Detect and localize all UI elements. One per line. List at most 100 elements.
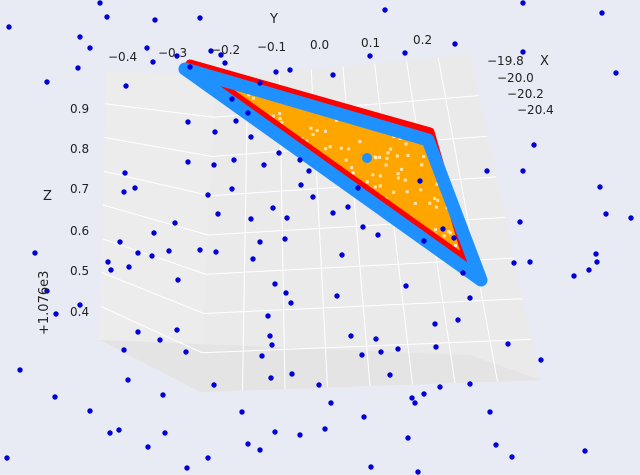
- scatter-point: [149, 253, 155, 259]
- scatter-point: [306, 168, 312, 174]
- scatter-point: [297, 432, 303, 438]
- scatter-point: [205, 455, 211, 461]
- scatter-point: [126, 264, 132, 270]
- scatter-point: [135, 250, 141, 256]
- texture-dot: [278, 117, 282, 121]
- z-tick-label: 0.5: [70, 264, 89, 278]
- texture-dot: [403, 178, 407, 182]
- x-tick-label: −20.0: [497, 71, 534, 85]
- y-tick-label: −0.1: [257, 40, 286, 54]
- scatter-point: [298, 182, 304, 188]
- z-tick-label: 0.8: [70, 142, 89, 156]
- scatter-point: [174, 327, 180, 333]
- texture-dot: [433, 197, 437, 201]
- z-tick-label: 0.7: [70, 182, 89, 196]
- scatter-point: [415, 469, 421, 475]
- scatter-point: [231, 157, 237, 163]
- scatter-point: [505, 341, 511, 347]
- scatter-point: [334, 293, 340, 299]
- scatter-point: [87, 408, 93, 414]
- scatter-point: [395, 346, 401, 352]
- texture-dot: [305, 139, 309, 143]
- scatter-point: [467, 295, 473, 301]
- gridline: [104, 137, 213, 157]
- texture-dot: [413, 201, 417, 205]
- scatter-point: [270, 205, 276, 211]
- scatter-point: [593, 251, 599, 257]
- texture-dot: [251, 96, 255, 100]
- scatter-point: [467, 381, 473, 387]
- x-tick-label: −19.8: [487, 54, 524, 68]
- scatter-point: [272, 281, 278, 287]
- scatter-point: [245, 110, 251, 116]
- y-tick-label: −0.4: [108, 50, 137, 64]
- scatter-points: [4, 0, 634, 475]
- scatter-point: [157, 337, 163, 343]
- scatter-point: [116, 427, 122, 433]
- gridline: [203, 298, 523, 314]
- scatter-point: [239, 409, 245, 415]
- scatter-point: [205, 192, 211, 198]
- scatter-point: [166, 248, 172, 254]
- texture-dot: [278, 112, 282, 116]
- scatter-point: [373, 336, 379, 342]
- scatter-point: [52, 394, 58, 400]
- scatter-point: [248, 134, 254, 140]
- y-tick-label: −0.3: [158, 46, 187, 60]
- texture-dot: [315, 128, 319, 132]
- gridline: [437, 57, 498, 382]
- gridline: [102, 204, 209, 236]
- scatter-point: [597, 184, 603, 190]
- texture-dot: [436, 198, 440, 202]
- centroid-marker: [362, 153, 372, 163]
- texture-dot: [422, 154, 426, 158]
- texture-dot: [271, 114, 275, 118]
- scatter-point: [211, 162, 217, 168]
- texture-dot: [373, 155, 377, 159]
- texture-dot: [324, 147, 328, 151]
- scatter-point: [257, 239, 263, 245]
- texture-dot: [395, 154, 399, 158]
- scatter-point: [402, 50, 408, 56]
- outline-inner: [178, 62, 488, 287]
- scatter-point: [455, 317, 461, 323]
- z-offset-label: +1.076e3: [37, 271, 52, 335]
- scatter-point: [174, 53, 180, 59]
- scatter-point: [355, 185, 361, 191]
- pane-left: [100, 70, 216, 392]
- scatter-point: [276, 150, 282, 156]
- scatter-point: [135, 329, 141, 335]
- scatter-point: [183, 349, 189, 355]
- scatter-point: [368, 464, 374, 470]
- scatter-point: [44, 79, 50, 85]
- z-axis-label: Z: [43, 189, 52, 204]
- scatter-point: [328, 400, 334, 406]
- texture-dot: [328, 145, 332, 149]
- scatter-point: [268, 375, 274, 381]
- scatter-point: [144, 45, 150, 51]
- texture-dot: [378, 174, 382, 178]
- texture-dot: [280, 120, 284, 124]
- texture-dot: [351, 171, 355, 175]
- texture-dot: [378, 184, 382, 188]
- scatter-point: [212, 129, 218, 135]
- scatter-point: [77, 302, 83, 308]
- scatter-point: [520, 0, 526, 6]
- scatter-point: [269, 342, 275, 348]
- texture-dot: [428, 201, 432, 205]
- scatter-point: [409, 395, 415, 401]
- scatter-point: [520, 168, 526, 174]
- scatter-point: [405, 435, 411, 441]
- scatter-point: [594, 259, 600, 265]
- texture-dot: [371, 173, 375, 177]
- scatter-point: [211, 382, 217, 388]
- texture-dot: [384, 163, 388, 167]
- scatter-point: [32, 250, 38, 256]
- scatter-point: [484, 168, 490, 174]
- y-tick-label: 0.0: [310, 38, 329, 52]
- scatter-point: [433, 344, 439, 350]
- scatter-point: [213, 249, 219, 255]
- scatter-point: [53, 311, 59, 317]
- texture-dot: [400, 167, 404, 171]
